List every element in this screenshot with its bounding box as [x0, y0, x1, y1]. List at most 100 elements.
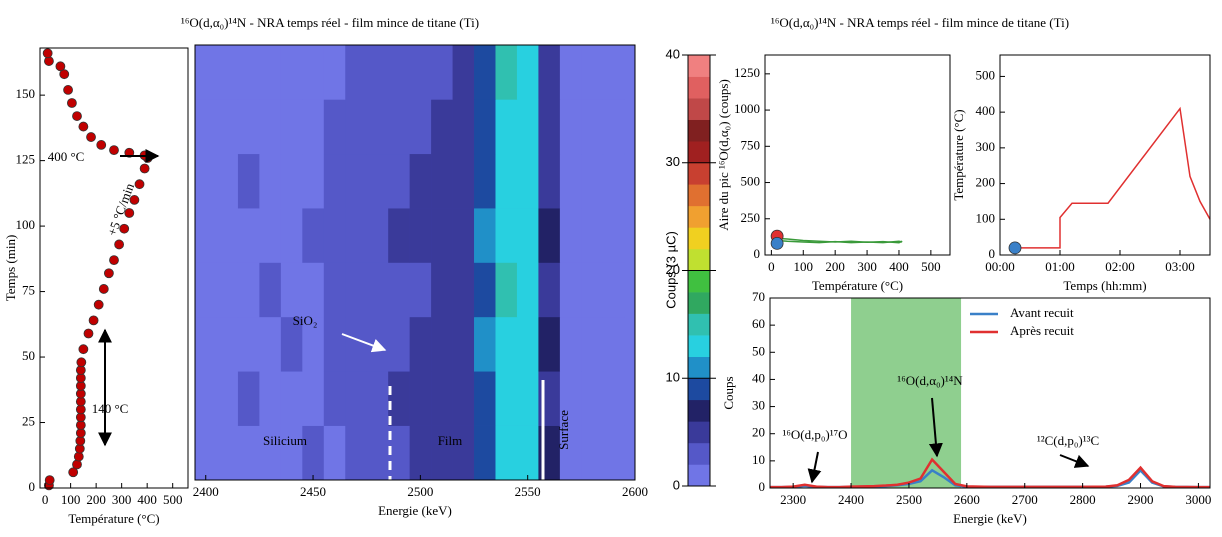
data-point: [88, 315, 99, 326]
chart-title: ¹⁶O(d,α₀)¹⁴N - NRA temps réel - film min…: [181, 15, 479, 30]
colorbar-swatch: [688, 356, 710, 379]
data-point: [109, 145, 119, 156]
heatmap-cell: [345, 371, 368, 426]
y-tick-label: 1250: [734, 65, 760, 80]
heatmap-cell: [195, 208, 217, 263]
heatmap-cell: [388, 316, 410, 372]
y-tick-label: 40: [752, 370, 765, 385]
data-point: [86, 132, 96, 142]
heatmap-cell: [409, 45, 432, 100]
heatmap-cell: [602, 45, 625, 100]
heatmap-cell: [409, 316, 432, 372]
y-tick-label: 25: [22, 414, 35, 429]
heatmap-cell: [602, 371, 625, 426]
x-tick-label: 2600: [622, 484, 648, 499]
colorbar-swatch: [688, 162, 710, 185]
heatmap-cell: [559, 371, 582, 426]
heatmap-cell: [195, 45, 217, 100]
heatmap-cell: [237, 262, 260, 318]
heatmap-cell: [559, 425, 582, 481]
x-tick-label: 2800: [1070, 492, 1096, 507]
annotation-arrow: [1059, 454, 1090, 468]
data-point: [78, 344, 89, 355]
heatmap-cell: [474, 99, 496, 155]
data-point: [63, 85, 73, 95]
heatmap-cell: [388, 99, 410, 155]
x-tick-label: 2550: [515, 484, 541, 499]
x-axis-label: Energie (keV): [953, 511, 1027, 526]
heatmap-cell: [538, 45, 561, 100]
heatmap-cell: [581, 153, 604, 209]
heatmap-cell: [495, 45, 518, 100]
colorbar-swatch: [688, 378, 710, 401]
colorbar-swatch: [688, 442, 710, 465]
series-line: [1010, 106, 1211, 249]
panel: ¹⁶O(d,α₀)¹⁴N - NRA temps réel - film min…: [181, 15, 716, 518]
heatmap-cell: [474, 45, 496, 100]
heatmap-cell: [409, 99, 432, 155]
annotation-arrow: [928, 397, 943, 458]
data-point: [129, 195, 140, 205]
heatmap-cell: [431, 371, 453, 426]
heatmap-cell: [409, 208, 432, 263]
heatmap-cell: [280, 99, 303, 155]
x-tick-label: 300: [112, 492, 132, 507]
x-tick-label: 3000: [1185, 492, 1211, 507]
heatmap-cell: [259, 316, 282, 372]
y-tick-label: 100: [16, 217, 36, 232]
heatmap-cell: [216, 316, 239, 372]
heatmap-cell: [431, 316, 453, 372]
x-tick-label: 300: [857, 259, 877, 274]
heatmap-cell: [516, 153, 539, 209]
legend-label: Après recuit: [1010, 323, 1074, 338]
heatmap-cell: [581, 316, 604, 372]
data-point: [83, 328, 94, 339]
heatmap-cell: [259, 371, 282, 426]
heatmap-cell: [516, 262, 539, 318]
heatmap-cell: [216, 262, 239, 318]
heatmap-cell: [280, 153, 303, 209]
heatmap-cell: [323, 45, 346, 100]
heatmap-cell: [452, 316, 475, 372]
heatmap-cell: [345, 208, 368, 263]
colorbar-tick-label: 20: [666, 262, 680, 277]
heatmap-cell: [216, 45, 239, 100]
heatmap-cell: [280, 425, 303, 481]
heatmap-cell: [195, 99, 217, 155]
data-point: [103, 268, 114, 279]
x-axis-label: Température (°C): [68, 511, 159, 526]
heatmap-cell: [195, 316, 217, 372]
x-tick-label: 0: [768, 259, 775, 274]
panel: ¹⁶O(d,α₀)¹⁴N - NRA temps réel - film min…: [716, 15, 1069, 293]
y-axis-label: Température (°C): [951, 109, 966, 200]
heatmap-cell: [216, 371, 239, 426]
x-tick-label: 200: [86, 492, 106, 507]
y-tick-label: 125: [16, 152, 36, 167]
heatmap-cell: [259, 262, 282, 318]
y-tick-label: 750: [741, 137, 761, 152]
heatmap-cell: [345, 99, 368, 155]
y-tick-label: 0: [759, 479, 766, 494]
colorbar-swatch: [688, 335, 710, 357]
colorbar-tick-label: 0: [673, 477, 680, 492]
data-point: [96, 140, 107, 150]
colorbar-swatch: [688, 205, 710, 228]
plot-frame: [764, 54, 951, 256]
heatmap-cell: [602, 316, 625, 372]
y-tick-label: 60: [752, 316, 765, 331]
y-tick-label: 10: [752, 452, 765, 467]
heatmap-cell: [237, 425, 260, 481]
y-axis-label: Temps (min): [3, 235, 18, 302]
heatmap-cell: [366, 371, 389, 426]
heatmap-cell: [452, 208, 475, 263]
heatmap-cell: [452, 45, 475, 100]
heatmap-cell: [323, 371, 346, 426]
heatmap-cell: [474, 153, 496, 209]
heatmap-cell: [237, 153, 260, 209]
heatmap-cell: [516, 208, 539, 263]
data-point: [114, 239, 125, 250]
heatmap-cell: [302, 316, 325, 372]
y-tick-label: 0: [29, 479, 36, 494]
heatmap-cell: [323, 208, 346, 263]
x-tick-label: 2500: [407, 484, 433, 499]
